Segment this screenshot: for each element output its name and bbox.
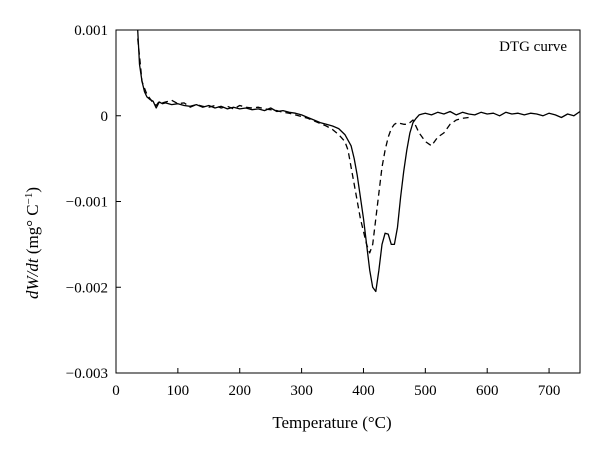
series-solid-line <box>137 29 581 293</box>
x-axis-title: Temperature (°C) <box>272 413 391 432</box>
series-dashed-line <box>137 38 469 254</box>
plot-frame <box>115 29 581 374</box>
y-tick-label: 0 <box>101 109 109 125</box>
y-axis-title: dW/dt (mg° C−1) <box>23 187 42 299</box>
x-tick-label: 0 <box>112 383 120 399</box>
chart-annotation: DTG curve <box>499 39 567 55</box>
x-tick-label: 500 <box>414 383 437 399</box>
x-tick-label: 700 <box>538 383 561 399</box>
y-tick-label: −0.001 <box>66 195 108 211</box>
series-group <box>137 29 581 293</box>
x-tick-label: 400 <box>352 383 375 399</box>
x-tick-label: 100 <box>167 383 190 399</box>
x-tick-label: 600 <box>476 383 499 399</box>
y-axis-title-var: dW/dt <box>23 257 42 299</box>
y-axis-title-unit-close: ) <box>23 187 42 193</box>
x-tick-label: 300 <box>290 383 313 399</box>
y-axis-title-unit-exp: −1 <box>23 193 35 205</box>
y-axis-title-unit: (mg° C <box>23 204 42 258</box>
x-tick-label: 200 <box>228 383 251 399</box>
y-tick-label: −0.003 <box>66 366 108 382</box>
y-tick-label: 0.001 <box>74 23 108 39</box>
y-tick-label: −0.002 <box>66 280 108 296</box>
